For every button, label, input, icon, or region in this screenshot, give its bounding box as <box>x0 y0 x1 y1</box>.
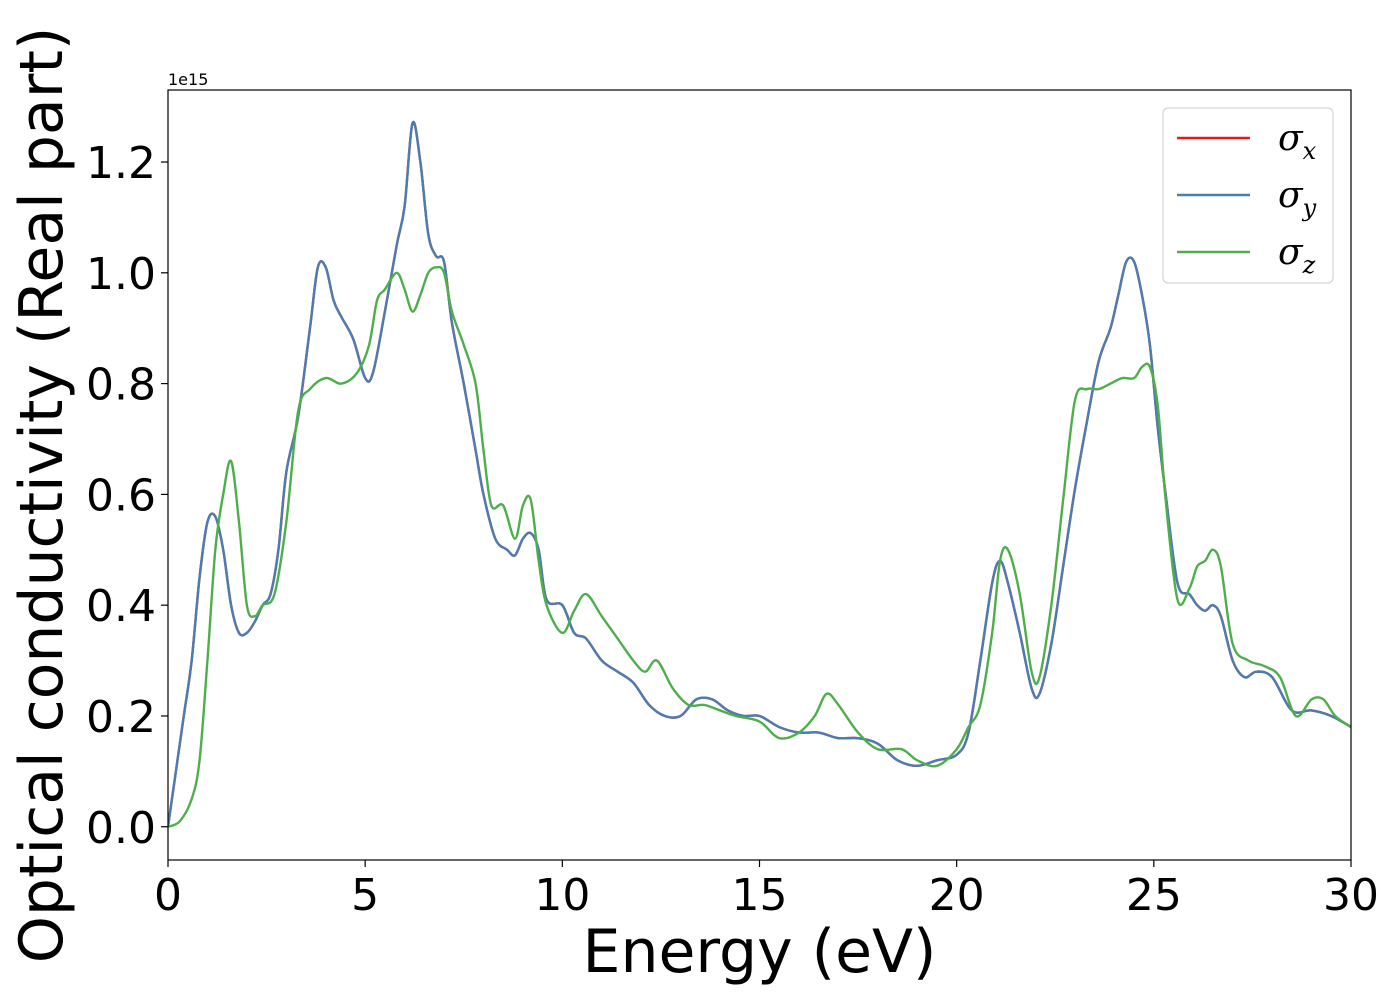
series-line-z <box>168 265 1351 828</box>
y-axis-ticks: 0.0 0.2 0.4 0.6 0.8 1.0 1.2 <box>86 138 168 854</box>
x-axis-ticks: 0 5 10 15 20 25 30 <box>154 860 1379 921</box>
y-axis-label: Optical conductivity (Real part) <box>7 27 77 964</box>
y-tick-label: 0.0 <box>86 803 156 854</box>
series-line-y <box>168 120 1351 827</box>
y-axis-offset-label: 1e15 <box>168 70 208 89</box>
x-tick-label: 5 <box>351 870 379 921</box>
y-tick-label: 1.2 <box>86 138 156 189</box>
x-tick-label: 0 <box>154 870 182 921</box>
legend-label-y: σy <box>1278 175 1317 222</box>
legend-label-z: σz <box>1278 232 1316 279</box>
legend-label-x: σx <box>1278 118 1317 165</box>
y-tick-label: 0.4 <box>86 581 156 632</box>
y-tick-label: 0.6 <box>86 470 156 521</box>
legend: σx σy σz <box>1162 107 1334 284</box>
x-tick-label: 20 <box>929 870 985 921</box>
y-tick-label: 0.2 <box>86 692 156 743</box>
x-tick-label: 10 <box>534 870 590 921</box>
series-layer <box>168 120 1351 828</box>
x-axis-label: Energy (eV) <box>583 917 937 987</box>
x-tick-label: 30 <box>1323 870 1379 921</box>
x-tick-label: 25 <box>1126 870 1182 921</box>
x-tick-label: 15 <box>732 870 788 921</box>
y-tick-label: 1.0 <box>86 249 156 300</box>
y-tick-label: 0.8 <box>86 360 156 411</box>
